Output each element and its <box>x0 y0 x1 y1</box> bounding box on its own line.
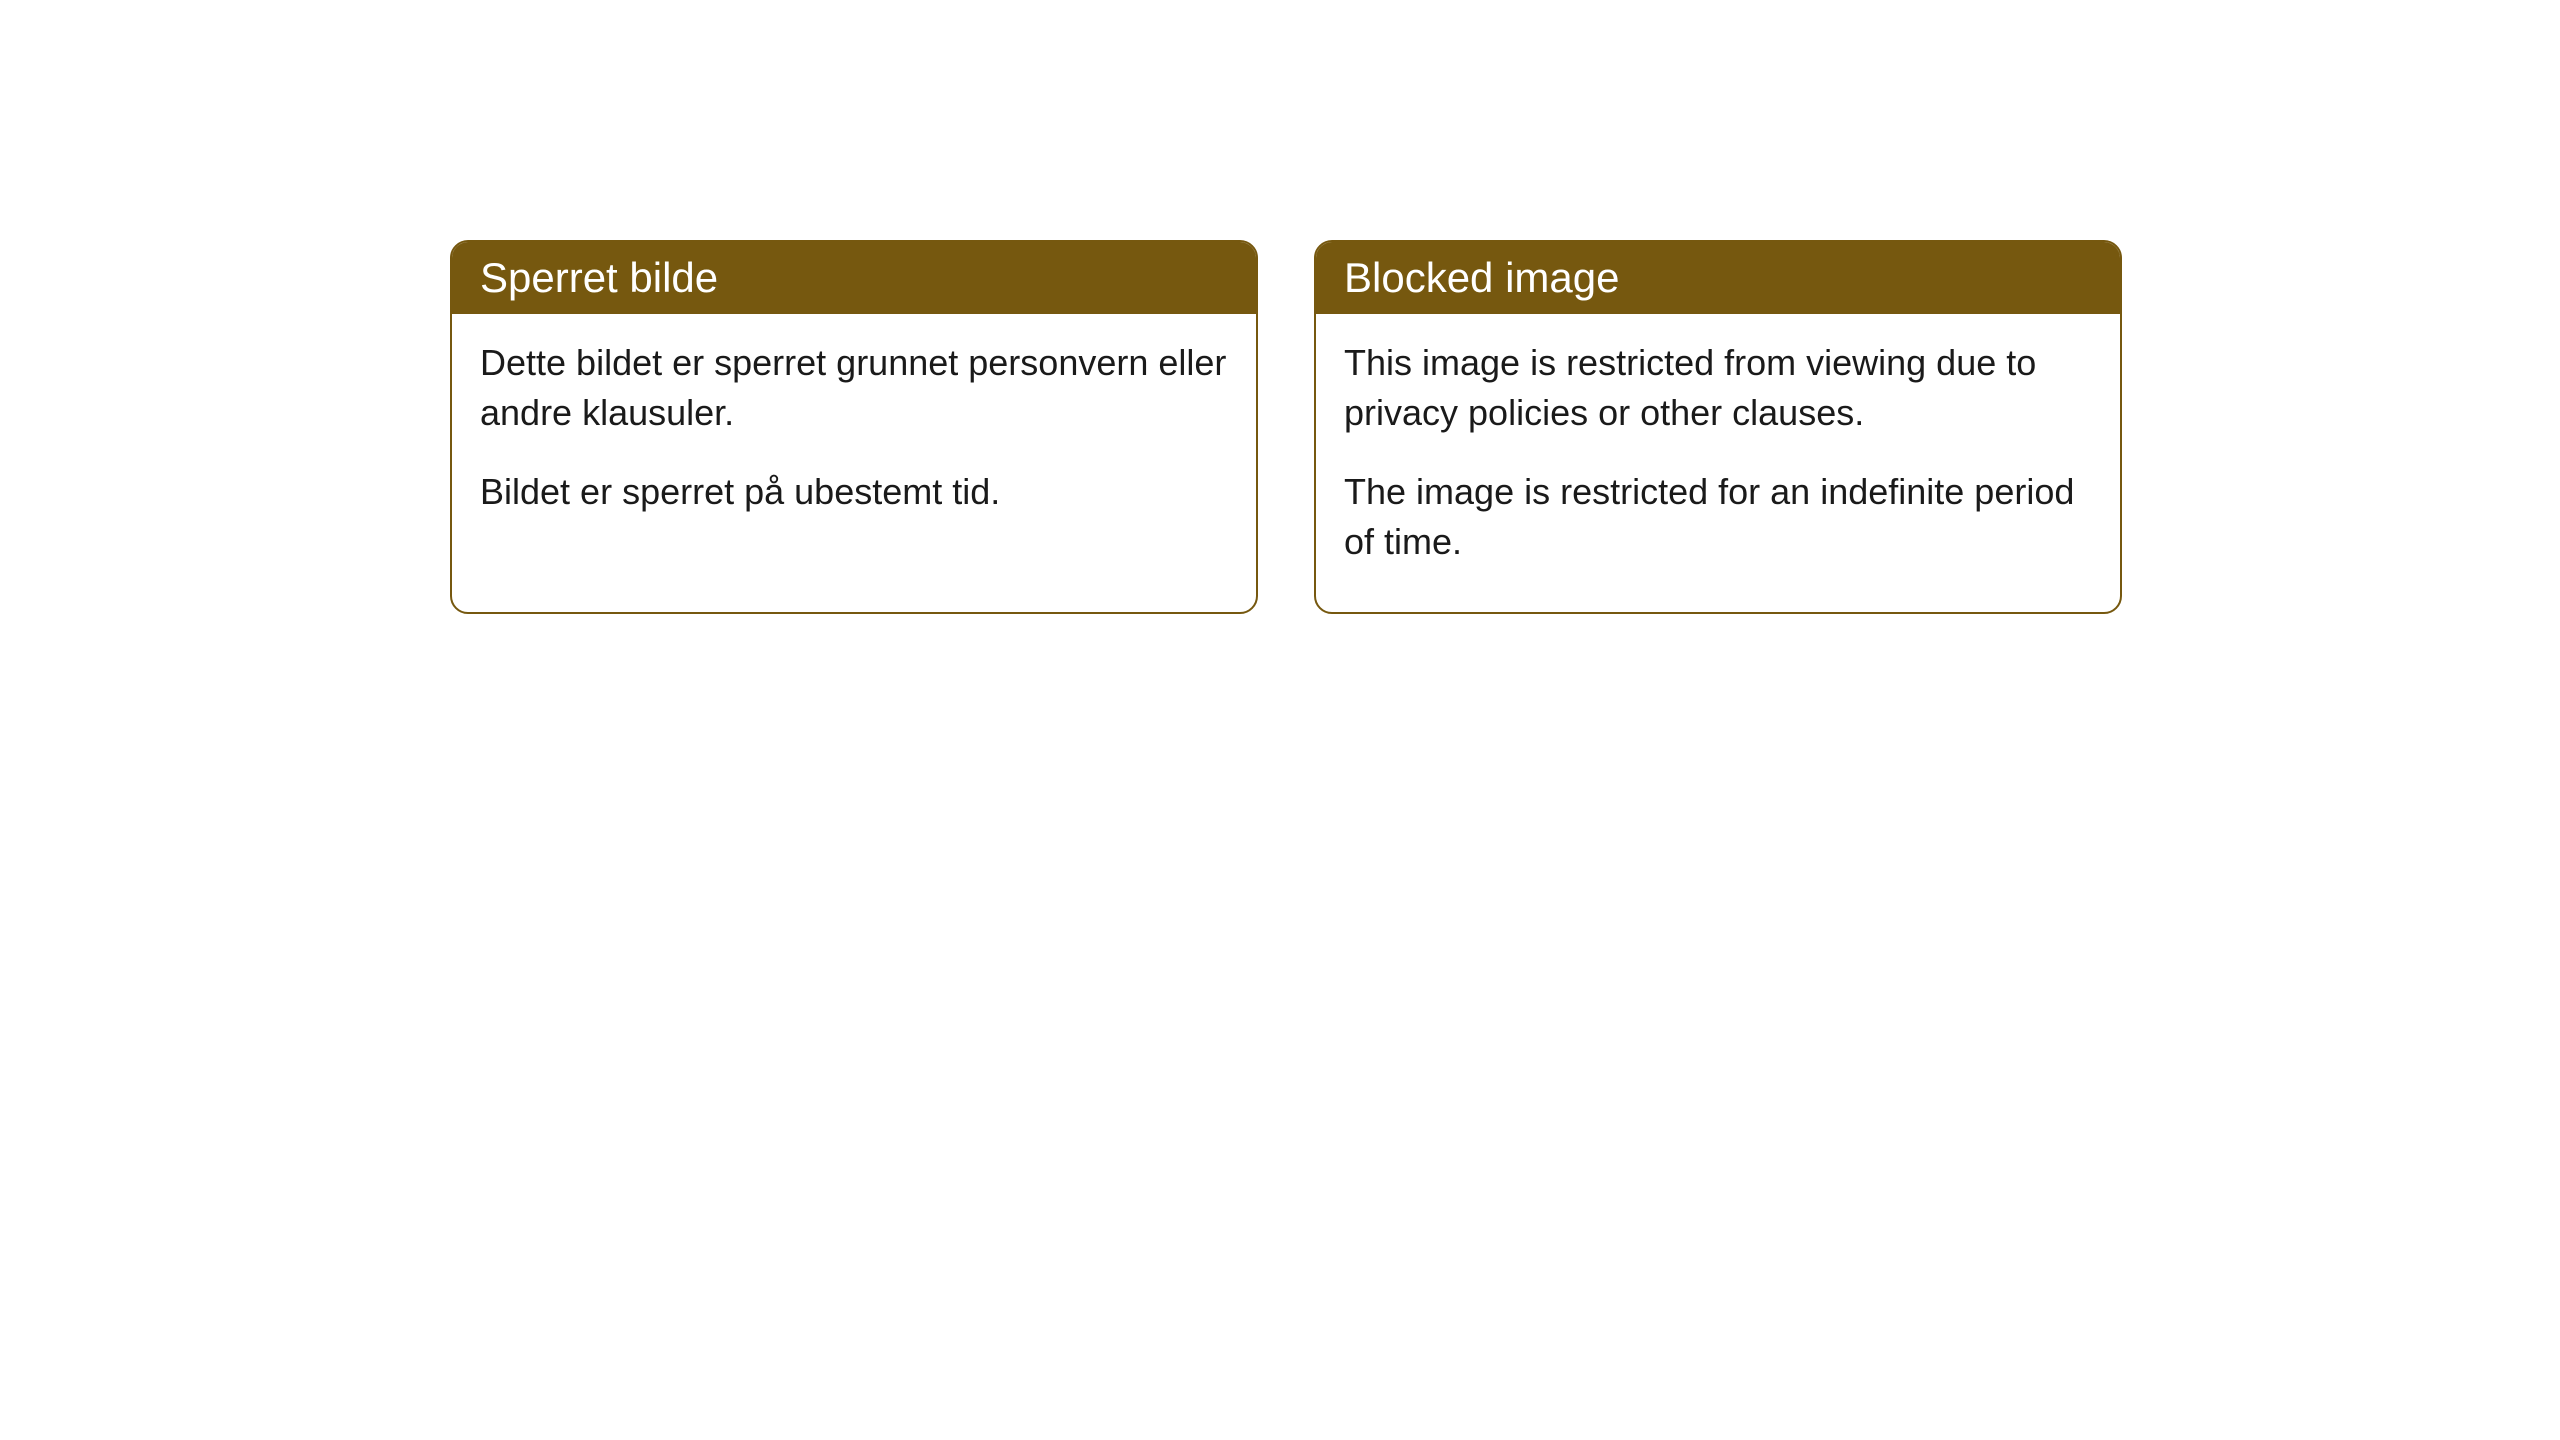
notice-paragraph-2-norwegian: Bildet er sperret på ubestemt tid. <box>480 467 1228 517</box>
notice-paragraph-1-english: This image is restricted from viewing du… <box>1344 338 2092 439</box>
notice-header-norwegian: Sperret bilde <box>452 242 1256 314</box>
notice-paragraph-2-english: The image is restricted for an indefinit… <box>1344 467 2092 568</box>
notice-title-english: Blocked image <box>1344 254 1619 301</box>
notice-paragraph-1-norwegian: Dette bildet er sperret grunnet personve… <box>480 338 1228 439</box>
notice-header-english: Blocked image <box>1316 242 2120 314</box>
notice-body-norwegian: Dette bildet er sperret grunnet personve… <box>452 314 1256 561</box>
notice-card-english: Blocked image This image is restricted f… <box>1314 240 2122 614</box>
notice-body-english: This image is restricted from viewing du… <box>1316 314 2120 612</box>
notice-container: Sperret bilde Dette bildet er sperret gr… <box>450 240 2122 614</box>
notice-card-norwegian: Sperret bilde Dette bildet er sperret gr… <box>450 240 1258 614</box>
notice-title-norwegian: Sperret bilde <box>480 254 718 301</box>
